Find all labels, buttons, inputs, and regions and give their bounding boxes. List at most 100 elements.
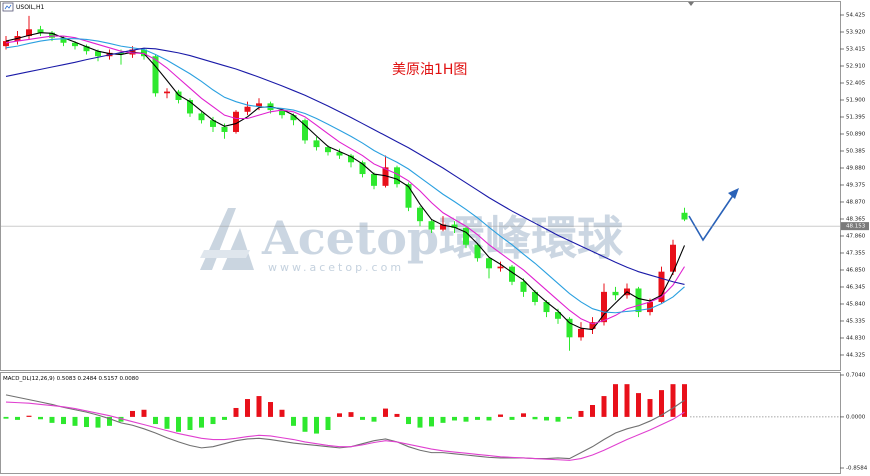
- candle-body: [555, 312, 561, 319]
- macd-bar: [647, 399, 653, 417]
- indicator-line: [5, 394, 685, 460]
- candle-body: [221, 126, 228, 132]
- macd-bar: [222, 416, 227, 420]
- candle-body: [290, 115, 297, 121]
- candle-body: [164, 91, 170, 94]
- candle-body: [543, 301, 550, 313]
- y-tick-label: 54.425: [846, 12, 866, 18]
- candle-body: [313, 140, 320, 148]
- candle-body: [578, 328, 584, 338]
- y-tick-label: 47.355: [846, 250, 866, 256]
- macd-bar: [210, 416, 216, 425]
- candle-body: [141, 49, 147, 57]
- macd-bar: [406, 416, 411, 425]
- candle-body: [37, 29, 44, 33]
- candle-body: [279, 110, 285, 116]
- macd-bar: [164, 416, 170, 429]
- candle-body: [198, 113, 205, 121]
- candle-body: [152, 56, 159, 94]
- macd-bar: [544, 416, 549, 421]
- candle-body: [26, 29, 32, 37]
- candle-body: [49, 32, 55, 38]
- candle-body: [520, 281, 527, 292]
- macd-bar: [291, 416, 296, 426]
- candle-body: [601, 291, 607, 323]
- macd-bar: [107, 416, 112, 426]
- candle-body: [509, 266, 515, 282]
- y-tick-label: 44.830: [846, 335, 866, 341]
- candle-body: [417, 207, 423, 222]
- last-price-label: 48.153: [846, 224, 866, 230]
- macd-bar: [130, 410, 135, 417]
- candle-body: [658, 271, 665, 302]
- indicator-line: [5, 38, 685, 314]
- candle-body: [83, 46, 90, 52]
- macd-bar: [325, 416, 331, 430]
- y-tick-label: 52.910: [846, 63, 866, 69]
- candle-body: [428, 221, 435, 230]
- macd-bar: [624, 384, 630, 417]
- macd-bar: [486, 416, 492, 421]
- candle-body: [440, 224, 446, 230]
- indicator-line: [5, 47, 685, 285]
- y-tick-label: 50.385: [846, 148, 866, 154]
- macd-bar: [383, 408, 388, 417]
- watermark-logo: [200, 208, 254, 270]
- candle-body: [497, 266, 504, 269]
- macd-bar: [509, 416, 515, 420]
- indicator-line: [5, 35, 685, 325]
- macd-bar: [176, 416, 181, 432]
- y-tick-label: 51.900: [846, 97, 866, 103]
- y-tick-label: 44.325: [846, 352, 866, 358]
- candle-body: [60, 37, 67, 43]
- macd-bar: [670, 384, 676, 417]
- macd-bar: [521, 413, 526, 417]
- macd-title: MACD_DL(12,26,9) 0.5083 0.2484 0.5157 0.…: [3, 376, 139, 382]
- candle-body: [463, 227, 469, 245]
- annotation: 美原油1H图: [392, 62, 467, 78]
- macd-bar: [26, 415, 32, 417]
- macd-bar: [371, 416, 377, 422]
- chart-title: USOIL,H1: [16, 4, 44, 11]
- candle-body: [325, 147, 331, 153]
- macd-panel-border: [0, 372, 841, 474]
- macd-bar: [49, 416, 55, 423]
- candle-body: [670, 244, 676, 272]
- candle-body: [359, 162, 366, 175]
- drawn-arrow-head: [728, 188, 739, 199]
- y-tick-label: -0.8584: [846, 466, 868, 472]
- candle-body: [486, 258, 492, 269]
- y-tick-label: 0.7040: [846, 373, 866, 379]
- macd-bar: [118, 416, 124, 422]
- macd-bar: [268, 402, 273, 417]
- y-tick-label: 47.860: [846, 233, 866, 239]
- macd-bar: [233, 407, 239, 417]
- macd-bar: [95, 416, 101, 428]
- y-tick-label: 50.890: [846, 131, 866, 137]
- candle-body: [175, 91, 182, 100]
- macd-bar: [532, 416, 538, 420]
- macd-bar: [153, 416, 158, 425]
- candle-body: [612, 291, 619, 296]
- macd-bar: [72, 416, 78, 426]
- candle-body: [348, 155, 354, 163]
- macd-bar: [601, 396, 607, 417]
- candle-body: [187, 99, 193, 114]
- shift-marker: [688, 2, 694, 6]
- macd-bar: [636, 393, 641, 417]
- macd-bar: [314, 416, 319, 434]
- candle-body: [532, 291, 538, 302]
- macd-bar: [452, 416, 457, 421]
- candle-body: [647, 301, 653, 313]
- y-tick-label: 45.840: [846, 301, 866, 307]
- macd-bar: [302, 416, 308, 432]
- macd-bar: [84, 416, 89, 428]
- candle-body: [394, 167, 400, 185]
- candle-body: [566, 318, 573, 338]
- candle-body: [3, 41, 9, 47]
- macd-bar: [613, 384, 618, 417]
- macd-bar: [348, 412, 354, 417]
- macd-bar: [440, 416, 446, 423]
